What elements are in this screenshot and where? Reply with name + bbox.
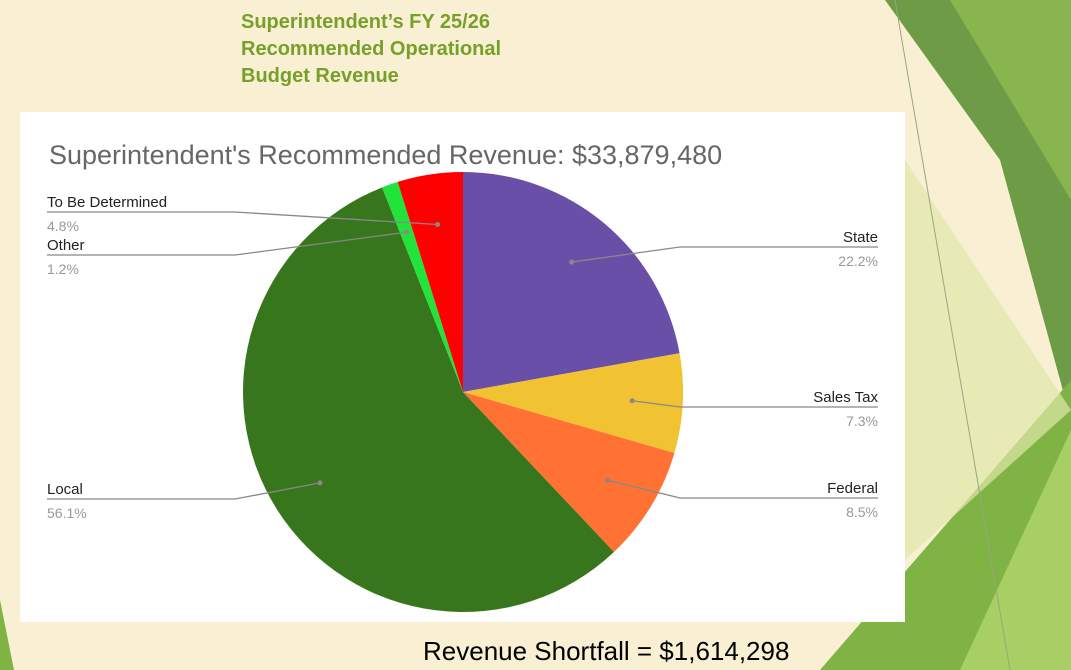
deco-left-sliver: [0, 600, 14, 670]
pie-label-local: Local 56.1%: [47, 480, 323, 521]
pie-label-to-be-determined: To Be Determined 4.8%: [47, 194, 441, 234]
slice-name-local: Local: [47, 481, 83, 498]
slice-name-to-be-determined: To Be Determined: [47, 194, 167, 211]
leader-line-other: [47, 231, 407, 256]
leader-line-to-be-determined: [47, 211, 438, 226]
slice-percent-local: 56.1%: [47, 505, 87, 521]
deco-pale-sliver: [905, 160, 1071, 560]
pie-label-sales-tax: Sales Tax 7.3%: [629, 389, 878, 429]
chart-panel: Superintendent's Recommended Revenue: $3…: [20, 112, 905, 622]
leader-line-federal: [607, 479, 878, 499]
slide-title: Superintendent’s FY 25/26 Recommended Op…: [241, 9, 501, 90]
pie-label-federal: Federal 8.5%: [605, 477, 878, 520]
pie-labels: State 22.2% Sales Tax 7.3% Federal 8.5% Local 5…: [47, 194, 878, 521]
pie-slice-to-be-determined: [397, 172, 463, 392]
slide-title-line-1: Superintendent’s FY 25/26: [241, 11, 490, 33]
deco-green-triangle-pale: [960, 430, 1071, 670]
slice-percent-state: 22.2%: [838, 253, 878, 269]
slice-name-sales-tax: Sales Tax: [813, 389, 878, 406]
slice-percent-other: 1.2%: [47, 261, 79, 277]
pie-slices: [243, 172, 683, 612]
slice-name-state: State: [843, 229, 878, 246]
chart-title: Superintendent's Recommended Revenue: $3…: [49, 140, 722, 170]
slide-title-line-2: Recommended Operational: [241, 38, 502, 60]
slice-percent-sales-tax: 7.3%: [846, 413, 878, 429]
leader-line-state: [571, 246, 878, 263]
leader-line-local: [47, 482, 321, 500]
pie-slice-sales-tax: [463, 353, 683, 453]
revenue-shortfall-text: Revenue Shortfall = $1,614,298: [423, 636, 790, 666]
pie-slice-federal: [463, 392, 675, 553]
deco-thin-line: [894, 0, 1011, 670]
pie-slice-local: [243, 187, 614, 612]
leader-dot-state: [569, 259, 575, 265]
pie-label-other: Other 1.2%: [47, 229, 410, 277]
pie-slice-state: [463, 172, 680, 392]
pie-slice-other: [382, 181, 463, 392]
slice-percent-federal: 8.5%: [846, 504, 878, 520]
slice-name-federal: Federal: [827, 480, 878, 497]
leader-line-sales-tax: [632, 400, 878, 408]
pie-label-state: State 22.2%: [569, 229, 878, 269]
slice-name-other: Other: [47, 237, 85, 254]
slide-title-line-3: Budget Revenue: [241, 65, 399, 87]
deco-green-band-light: [950, 0, 1071, 200]
slice-percent-to-be-determined: 4.8%: [47, 218, 79, 234]
pie-chart: Superintendent's Recommended Revenue: $3…: [47, 140, 878, 612]
